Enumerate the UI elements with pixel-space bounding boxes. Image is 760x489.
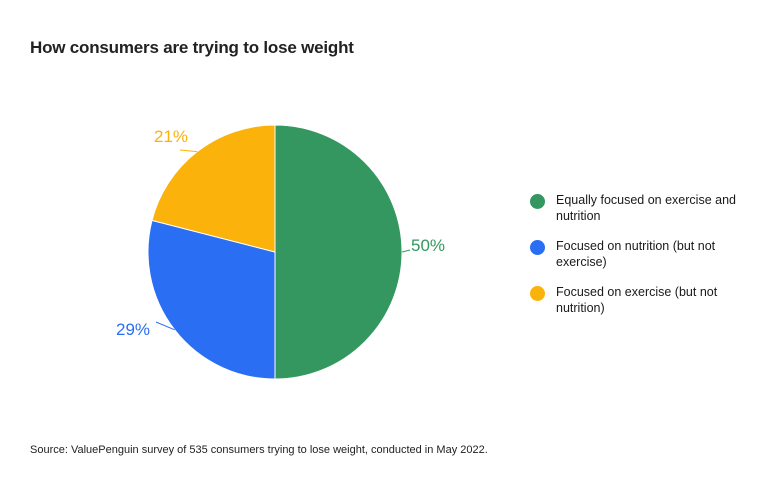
legend-item-equal: Equally focused on exercise and nutritio… — [530, 192, 740, 224]
pie-slice — [147, 219, 276, 380]
chart-title: How consumers are trying to lose weight — [30, 38, 354, 57]
legend-label: Equally focused on exercise and nutritio… — [556, 193, 736, 223]
slice-value-label: 29% — [116, 320, 150, 339]
legend-item-exercise: Focused on exercise (but not nutrition) — [530, 284, 740, 316]
pie-slice — [274, 124, 403, 380]
legend-label: Focused on exercise (but not nutrition) — [556, 285, 718, 315]
slice-leader-line — [401, 249, 411, 253]
legend: Equally focused on exercise and nutritio… — [530, 192, 740, 330]
pie-slice — [151, 124, 276, 253]
legend-swatch — [530, 286, 545, 301]
legend-swatch — [530, 194, 545, 209]
slice-leader-line — [179, 149, 198, 153]
legend-label: Focused on nutrition (but not exercise) — [556, 239, 716, 269]
legend-item-nutrition: Focused on nutrition (but not exercise) — [530, 238, 740, 270]
legend-swatch — [530, 240, 545, 255]
slice-leader-line — [155, 321, 175, 331]
slice-value-label: 50% — [411, 236, 445, 255]
slice-value-label: 21% — [154, 127, 188, 146]
source-note: Source: ValuePenguin survey of 535 consu… — [30, 444, 488, 456]
